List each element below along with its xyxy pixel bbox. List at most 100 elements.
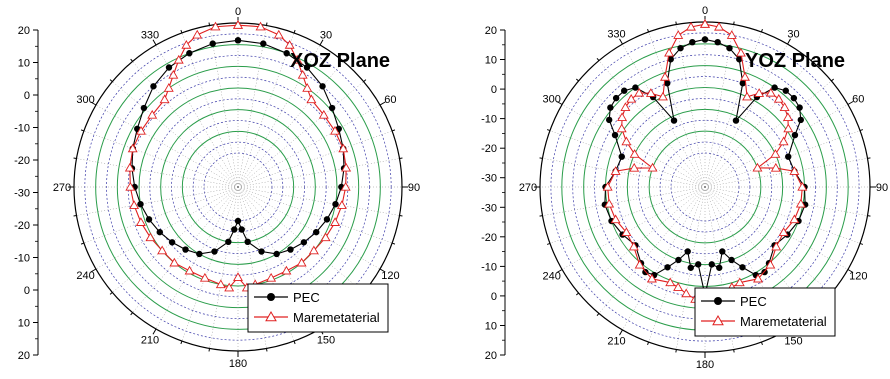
data-point	[159, 94, 170, 104]
grid-spoke	[561, 104, 706, 188]
angle-tickmark	[379, 268, 386, 273]
data-point	[338, 143, 349, 153]
angle-tickmark	[556, 269, 563, 273]
data-point	[660, 71, 670, 81]
grid-spoke	[561, 186, 706, 270]
grid-spoke	[704, 31, 762, 188]
data-point	[675, 256, 682, 264]
data-point	[677, 44, 684, 52]
angle-tickmark	[596, 313, 600, 317]
grid-spoke	[95, 186, 239, 270]
data-point	[224, 282, 235, 292]
grid-spoke	[237, 61, 344, 188]
data-point	[260, 40, 267, 47]
radial-tick-label: -10	[14, 253, 30, 265]
angle-tickmark	[647, 28, 650, 33]
data-point	[673, 30, 684, 39]
data-point	[620, 102, 631, 111]
radial-axis: 20 10 0 -10 -20 -30 -20 -10 0 10 20	[14, 25, 39, 362]
angle-tickmark	[343, 58, 346, 62]
angle-tickmark	[787, 38, 791, 45]
grid-spoke	[549, 130, 706, 188]
radial-tick-label: -20	[481, 143, 497, 155]
data-point	[791, 131, 799, 139]
angle-tickmark	[293, 340, 296, 345]
data-point	[616, 123, 627, 133]
data-point	[330, 125, 340, 135]
grid-spoke	[676, 24, 706, 188]
data-point	[340, 181, 351, 191]
angle-tick-label: 120	[849, 271, 867, 283]
data-point	[789, 214, 800, 224]
data-point	[610, 214, 621, 224]
grid-spoke	[704, 24, 734, 188]
angle-tickmark	[847, 101, 854, 105]
data-point	[789, 166, 800, 175]
plane-title: YOZ Plane	[745, 50, 845, 72]
data-point	[157, 245, 168, 255]
angle-tickmark	[90, 268, 97, 273]
angle-tickmark	[180, 29, 183, 34]
radial-tick-label: 20	[485, 25, 497, 37]
grid-spoke	[155, 44, 239, 188]
radial-tick-label: -20	[14, 220, 30, 232]
data-point	[785, 153, 792, 160]
data-point	[753, 273, 764, 283]
data-point	[770, 162, 781, 172]
grid-spoke	[542, 186, 706, 216]
grid-spoke	[132, 186, 239, 313]
data-point	[140, 104, 148, 112]
data-point	[150, 83, 157, 90]
data-point	[778, 227, 789, 236]
angle-tick-label: 60	[384, 94, 396, 106]
radial-tick-label: 20	[485, 350, 497, 362]
angle-tickmark	[596, 57, 600, 61]
angle-tick-label: 90	[408, 182, 420, 194]
data-point	[621, 87, 628, 94]
angle-tickmark	[675, 21, 677, 25]
radial-tick-label: -10	[481, 261, 497, 273]
polar-grid	[540, 22, 870, 352]
data-point	[618, 153, 625, 160]
data-point	[773, 93, 784, 103]
data-point	[796, 104, 803, 111]
data-point	[687, 264, 694, 271]
data-point	[621, 136, 632, 146]
grid-spoke	[622, 186, 706, 331]
grid-spoke	[237, 32, 295, 188]
data-point	[233, 20, 243, 29]
grid-circle	[192, 141, 284, 233]
radial-tick-label: -30	[14, 188, 30, 200]
data-point	[145, 232, 156, 242]
angle-tickmark	[760, 28, 763, 33]
angle-tick-label: 240	[543, 271, 561, 283]
radial-tick-label: -20	[14, 155, 30, 167]
data-point	[726, 30, 737, 39]
data-point	[686, 21, 696, 31]
data-point	[795, 198, 806, 208]
data-point	[645, 88, 656, 97]
legend-marker	[714, 297, 722, 305]
data-point	[287, 246, 294, 253]
radial-tick-label: -30	[481, 202, 497, 214]
data-point	[779, 102, 790, 111]
data-point	[664, 47, 675, 57]
data-point	[319, 83, 326, 90]
data-point	[778, 136, 789, 146]
data-point	[629, 162, 640, 172]
data-point	[136, 125, 146, 135]
angle-tickmark	[539, 215, 543, 217]
data-point	[320, 232, 331, 242]
angle-tickmark	[859, 242, 864, 245]
plane-title: XOZ Plane	[290, 50, 390, 72]
angle-tickmark	[399, 157, 403, 160]
data-point	[199, 272, 210, 282]
data-point	[771, 84, 778, 91]
angle-tickmark	[546, 242, 551, 245]
data-point	[628, 241, 639, 251]
angle-tickmark	[391, 129, 396, 132]
data-point	[657, 91, 668, 101]
grid-spoke	[83, 130, 239, 188]
angle-tickmark	[575, 78, 579, 82]
